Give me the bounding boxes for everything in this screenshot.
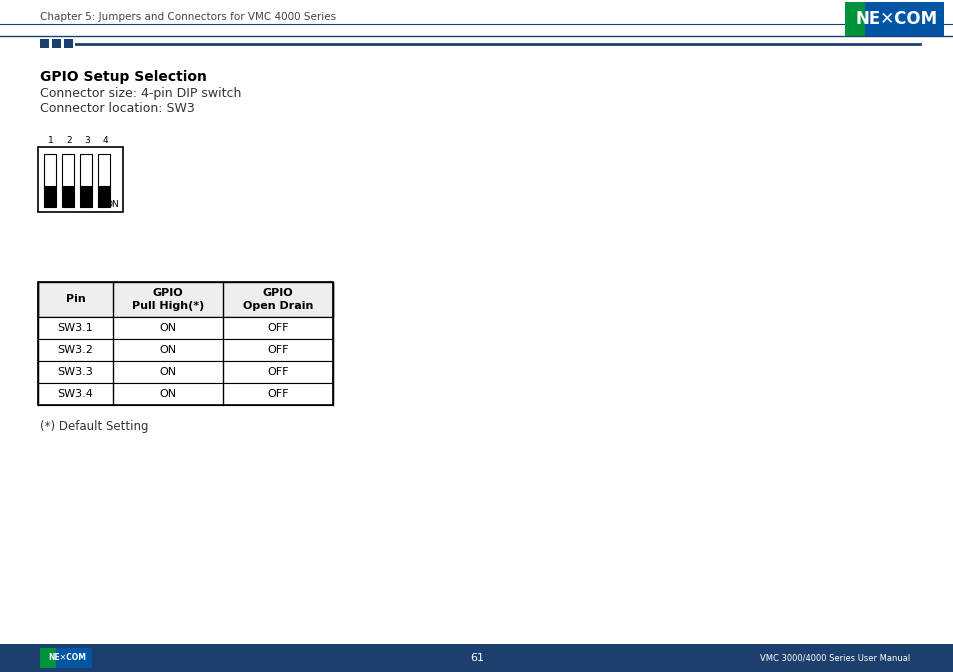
Bar bbox=[38, 282, 333, 405]
Bar bbox=[44, 153, 56, 187]
Text: SW3.1: SW3.1 bbox=[57, 323, 93, 333]
Text: OFF: OFF bbox=[267, 389, 289, 399]
Bar bbox=[40, 648, 91, 668]
Text: NE✕COM: NE✕COM bbox=[48, 653, 86, 663]
Bar bbox=[40, 39, 49, 48]
Text: SW3.2: SW3.2 bbox=[57, 345, 93, 355]
Text: GPIO
Pull High(*): GPIO Pull High(*) bbox=[132, 288, 204, 310]
Bar bbox=[52, 39, 61, 48]
Text: ON: ON bbox=[159, 389, 176, 399]
Text: OFF: OFF bbox=[267, 345, 289, 355]
Bar bbox=[0, 644, 953, 672]
Text: GPIO Setup Selection: GPIO Setup Selection bbox=[40, 70, 207, 84]
Text: OFF: OFF bbox=[267, 323, 289, 333]
Bar bbox=[844, 2, 864, 36]
Text: 1: 1 bbox=[48, 136, 53, 145]
Bar bbox=[44, 186, 56, 207]
Text: SW3.3: SW3.3 bbox=[57, 367, 93, 377]
Bar bbox=[38, 147, 123, 212]
Text: Connector location: SW3: Connector location: SW3 bbox=[40, 102, 194, 115]
Text: ON: ON bbox=[159, 367, 176, 377]
Bar bbox=[38, 317, 333, 339]
Text: 4: 4 bbox=[102, 136, 108, 145]
Text: 61: 61 bbox=[470, 653, 483, 663]
Bar bbox=[38, 361, 333, 383]
Text: 3: 3 bbox=[84, 136, 90, 145]
Bar bbox=[98, 153, 110, 187]
Text: (*) Default Setting: (*) Default Setting bbox=[40, 420, 149, 433]
Text: Connector size: 4-pin DIP switch: Connector size: 4-pin DIP switch bbox=[40, 87, 241, 100]
Text: SW3.4: SW3.4 bbox=[57, 389, 93, 399]
Text: OFF: OFF bbox=[267, 367, 289, 377]
Text: GPIO
Open Drain: GPIO Open Drain bbox=[243, 288, 313, 310]
Bar bbox=[62, 153, 74, 187]
Text: VMC 3000/4000 Series User Manual: VMC 3000/4000 Series User Manual bbox=[759, 653, 909, 663]
Bar bbox=[844, 2, 943, 36]
Bar bbox=[80, 153, 91, 187]
Bar bbox=[38, 282, 333, 317]
Text: Chapter 5: Jumpers and Connectors for VMC 4000 Series: Chapter 5: Jumpers and Connectors for VM… bbox=[40, 12, 335, 22]
Text: 2: 2 bbox=[66, 136, 71, 145]
Bar bbox=[62, 186, 74, 207]
Text: ON: ON bbox=[159, 345, 176, 355]
Bar bbox=[80, 186, 91, 207]
Text: ON: ON bbox=[159, 323, 176, 333]
Bar bbox=[38, 383, 333, 405]
Text: ON: ON bbox=[105, 200, 119, 209]
Bar bbox=[64, 39, 73, 48]
Text: NE✕COM: NE✕COM bbox=[855, 10, 937, 28]
Bar bbox=[98, 186, 110, 207]
Bar bbox=[38, 339, 333, 361]
Bar bbox=[40, 648, 56, 668]
Text: Pin: Pin bbox=[66, 294, 85, 304]
